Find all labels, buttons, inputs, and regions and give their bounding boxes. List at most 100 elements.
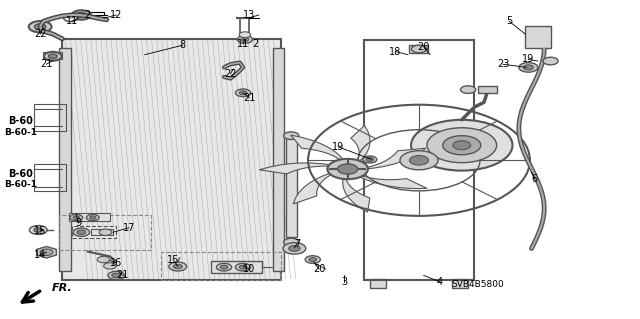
Bar — [59, 48, 70, 271]
Circle shape — [309, 258, 317, 262]
Circle shape — [284, 238, 299, 246]
Bar — [59, 215, 151, 250]
Bar — [91, 229, 113, 235]
Polygon shape — [364, 148, 426, 169]
Polygon shape — [357, 175, 427, 189]
Text: 18: 18 — [389, 47, 401, 56]
Text: 13: 13 — [243, 10, 255, 20]
Circle shape — [543, 57, 558, 65]
Text: 22: 22 — [224, 69, 237, 79]
Circle shape — [453, 141, 470, 150]
Circle shape — [412, 45, 427, 53]
Circle shape — [411, 120, 513, 171]
Text: 14: 14 — [34, 250, 46, 260]
Circle shape — [40, 249, 53, 256]
Text: B-60: B-60 — [8, 116, 33, 126]
Circle shape — [241, 38, 249, 41]
Circle shape — [99, 229, 112, 235]
Circle shape — [220, 265, 228, 269]
Text: B-60: B-60 — [8, 169, 33, 179]
Text: 8: 8 — [180, 40, 186, 50]
Bar — [477, 86, 497, 93]
Bar — [34, 104, 65, 131]
Circle shape — [49, 54, 57, 58]
Text: 16: 16 — [110, 258, 122, 268]
Circle shape — [284, 132, 299, 139]
Circle shape — [236, 263, 251, 271]
Text: 21: 21 — [116, 271, 129, 280]
Circle shape — [239, 91, 247, 95]
Circle shape — [366, 158, 374, 161]
Circle shape — [328, 159, 368, 179]
Text: 21: 21 — [40, 59, 52, 69]
Text: 21: 21 — [243, 93, 255, 103]
Circle shape — [72, 10, 91, 20]
Text: 3: 3 — [341, 277, 348, 287]
Circle shape — [63, 15, 77, 22]
Circle shape — [443, 136, 481, 155]
Bar — [72, 226, 116, 238]
Text: 11: 11 — [66, 16, 78, 26]
Circle shape — [73, 228, 90, 236]
Bar — [452, 278, 468, 288]
Text: 19: 19 — [522, 55, 534, 64]
Circle shape — [427, 128, 497, 163]
Bar — [410, 45, 429, 53]
Text: 7: 7 — [294, 239, 300, 249]
Bar — [525, 26, 550, 48]
Circle shape — [524, 65, 533, 70]
Polygon shape — [291, 135, 344, 161]
Bar — [34, 164, 65, 191]
Circle shape — [461, 86, 476, 93]
Circle shape — [76, 12, 86, 18]
Text: 2: 2 — [253, 39, 259, 48]
Bar — [273, 48, 284, 271]
Circle shape — [86, 214, 99, 221]
Circle shape — [289, 246, 300, 251]
Circle shape — [236, 89, 251, 97]
Text: 23: 23 — [497, 59, 509, 69]
Polygon shape — [259, 163, 333, 174]
Text: 15: 15 — [34, 226, 46, 236]
Circle shape — [35, 24, 46, 30]
Text: 12: 12 — [110, 10, 122, 20]
Circle shape — [34, 228, 43, 232]
Text: 15: 15 — [167, 255, 179, 264]
Circle shape — [90, 216, 96, 219]
Polygon shape — [293, 172, 334, 204]
Circle shape — [73, 216, 79, 219]
Polygon shape — [36, 247, 56, 258]
Text: 22: 22 — [34, 29, 47, 39]
Circle shape — [173, 264, 182, 269]
Bar — [62, 39, 281, 280]
Text: FR.: FR. — [52, 283, 72, 293]
Circle shape — [239, 32, 251, 38]
Circle shape — [305, 256, 321, 263]
Bar — [211, 261, 262, 273]
Text: 19: 19 — [332, 142, 344, 152]
Bar — [62, 39, 281, 280]
Circle shape — [104, 263, 116, 269]
Bar — [285, 136, 297, 237]
Bar — [370, 278, 386, 288]
Text: 11: 11 — [237, 39, 249, 48]
Circle shape — [519, 63, 538, 72]
Circle shape — [97, 256, 110, 263]
Text: 17: 17 — [123, 223, 135, 233]
Circle shape — [237, 36, 253, 43]
Text: 4: 4 — [436, 277, 443, 287]
Text: SVB4B5800: SVB4B5800 — [451, 280, 504, 289]
Bar — [364, 41, 474, 280]
Circle shape — [400, 151, 438, 170]
Circle shape — [363, 156, 377, 163]
Text: 6: 6 — [532, 174, 538, 183]
Circle shape — [29, 21, 52, 33]
Circle shape — [44, 52, 61, 61]
Circle shape — [70, 214, 83, 221]
Circle shape — [77, 230, 86, 234]
Text: 10: 10 — [243, 264, 255, 274]
Text: 2: 2 — [84, 10, 91, 20]
Text: 20: 20 — [313, 264, 325, 274]
Text: 9: 9 — [75, 218, 81, 228]
Polygon shape — [342, 177, 370, 212]
